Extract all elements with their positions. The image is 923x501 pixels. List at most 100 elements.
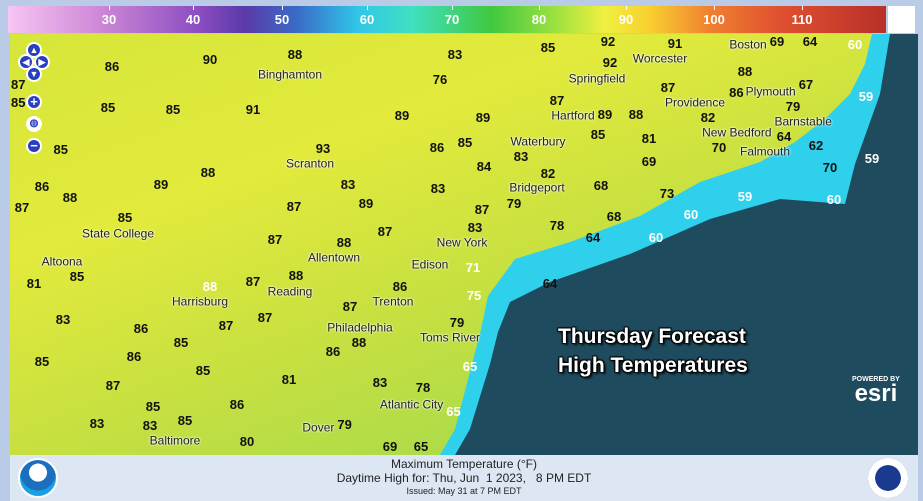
- temperature-value: 85: [11, 95, 26, 110]
- temperature-value: 83: [430, 181, 446, 196]
- map-footer: Maximum Temperature (°F) Daytime High fo…: [10, 455, 918, 501]
- temperature-value: 65: [446, 404, 461, 419]
- legend-label: 40: [185, 12, 201, 27]
- temperature-value: 71: [465, 260, 481, 275]
- valid-time: Daytime High for: Thu, Jun 1 2023, 8 PM …: [336, 471, 592, 485]
- temperature-value: 65: [462, 359, 478, 374]
- legend-tick: [193, 6, 194, 10]
- city-label: Binghamton: [257, 67, 323, 82]
- temperature-value: 88: [200, 165, 216, 180]
- temperature-value: 87: [660, 79, 676, 95]
- temperature-value: 78: [549, 218, 565, 233]
- temperature-value: 69: [382, 439, 398, 454]
- temperature-color-legend: 30 40 50 60 70 80 90 100 110: [8, 6, 886, 33]
- globe-icon[interactable]: ◍: [26, 116, 42, 132]
- temperature-value: 85: [117, 210, 133, 226]
- temperature-value: 79: [337, 417, 352, 432]
- temperature-value: 82: [700, 110, 716, 126]
- legend-tick: [626, 6, 627, 10]
- issued-time: Issued: May 31 at 7 PM EDT: [406, 486, 522, 496]
- headline-line-1: Thursday Forecast: [558, 325, 746, 348]
- city-label: Springfield: [568, 71, 626, 86]
- temperature-value: 59: [858, 89, 874, 104]
- pan-down-button[interactable]: ▼: [26, 66, 42, 82]
- legend-label: 110: [791, 12, 813, 27]
- temperature-value: 89: [358, 196, 374, 211]
- city-label: Dover: [302, 420, 335, 435]
- legend-label: 90: [618, 12, 634, 27]
- nws-logo: [868, 458, 908, 498]
- legend-tick: [367, 6, 368, 10]
- temperature-value: 85: [34, 354, 50, 369]
- temperature-value: 83: [55, 312, 71, 327]
- temperature-value: 91: [667, 35, 683, 51]
- esri-logo: POWERED BY esri: [852, 376, 900, 407]
- city-label: New York: [436, 235, 488, 250]
- legend-label: 50: [274, 12, 290, 27]
- city-label: New Bedford: [702, 125, 772, 140]
- temperature-value: 88: [628, 107, 644, 122]
- zoom-out-button[interactable]: −: [26, 138, 42, 154]
- temperature-value: 86: [729, 85, 744, 100]
- city-label: State College: [81, 226, 155, 241]
- headline: Thursday Forecast High Temperatures: [558, 322, 748, 380]
- temperature-value: 80: [239, 434, 255, 449]
- temperature-value: 89: [394, 108, 410, 123]
- city-label: Bridgeport: [509, 180, 565, 195]
- temperature-value: 68: [606, 209, 622, 224]
- temperature-value: 87: [218, 318, 234, 333]
- temperature-value: 75: [466, 288, 482, 303]
- temperature-value: 88: [287, 47, 303, 62]
- temperature-value: 85: [173, 335, 189, 350]
- temperature-value: 89: [597, 107, 613, 122]
- temperature-value: 60: [683, 207, 699, 222]
- city-label: Edison: [411, 257, 449, 272]
- city-label: Reading: [267, 284, 313, 299]
- temperature-value: 88: [336, 234, 352, 250]
- legend-label: 30: [101, 12, 117, 27]
- map-navigation: ▲ ◀ ▶ ▼ + ◍ −: [18, 42, 52, 156]
- temperature-value: 86: [133, 321, 149, 336]
- temperature-value: 60: [648, 230, 664, 245]
- city-label: Scranton: [285, 156, 335, 171]
- temperature-value: 59: [864, 151, 880, 166]
- temperature-value: 88: [62, 190, 78, 205]
- temperature-value: 70: [822, 160, 838, 175]
- temperature-value: 88: [351, 335, 367, 351]
- city-label: Falmouth: [739, 144, 791, 159]
- temperature-value: 86: [104, 59, 120, 74]
- temperature-value: 86: [34, 179, 50, 194]
- temperature-value: 85: [540, 40, 556, 55]
- temperature-value: 88: [288, 268, 304, 284]
- temperature-value: 87: [342, 299, 358, 314]
- pan-right-button[interactable]: ▶: [34, 54, 50, 70]
- temperature-value: 78: [415, 380, 431, 395]
- city-label: Boston: [729, 37, 767, 52]
- temperature-value: 92: [600, 34, 616, 49]
- city-label: Philadelphia: [327, 320, 393, 335]
- legend-end-box: [888, 6, 915, 33]
- legend-tick: [714, 6, 715, 10]
- temperature-value: 87: [245, 274, 261, 289]
- temperature-value: 83: [513, 149, 529, 164]
- zoom-in-button[interactable]: +: [26, 94, 42, 110]
- temperature-value: 83: [372, 375, 388, 390]
- temperature-value: 87: [267, 232, 283, 247]
- headline-line-2: High Temperatures: [558, 354, 748, 377]
- temperature-value: 87: [11, 77, 26, 92]
- legend-label: 60: [359, 12, 375, 27]
- legend-tick: [802, 6, 803, 10]
- temperature-value: 93: [315, 140, 331, 156]
- temperature-value: 92: [602, 55, 618, 71]
- temperature-value: 73: [659, 186, 675, 201]
- temperature-value: 60: [826, 192, 842, 207]
- temperature-value: 69: [769, 34, 785, 49]
- temperature-value: 88: [737, 64, 753, 79]
- temperature-value: 85: [69, 269, 85, 285]
- temperature-value: 89: [475, 110, 491, 125]
- forecast-map[interactable]: Binghamton Scranton State College Altoona Ha…: [10, 34, 918, 455]
- temperature-value: 85: [145, 399, 161, 414]
- legend-tick: [539, 6, 540, 10]
- city-label: Atlantic City: [379, 397, 444, 412]
- temperature-value: 64: [585, 230, 601, 245]
